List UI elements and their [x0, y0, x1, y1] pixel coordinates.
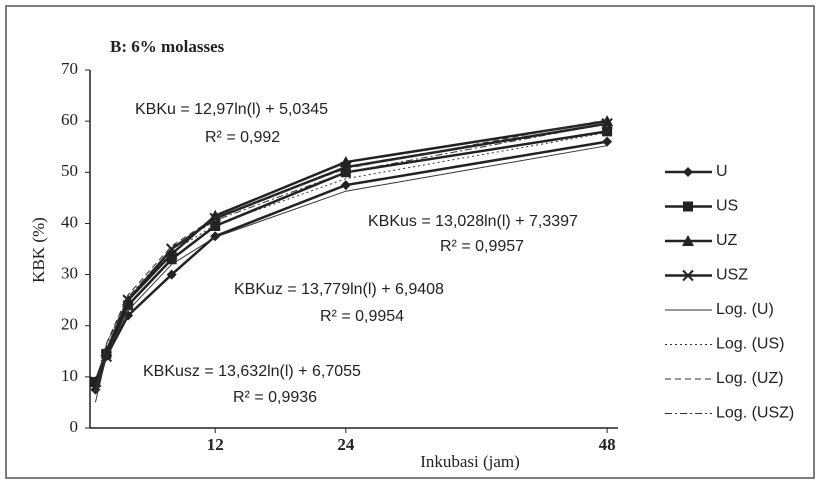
legend-label: Log. (USZ) — [716, 405, 794, 422]
annotation: KBKuz = 13,779ln(l) + 6,9408 — [234, 281, 444, 298]
y-tick-label: 0 — [70, 417, 79, 436]
data-point — [340, 180, 351, 191]
legend-marker — [682, 269, 694, 282]
x-tick-label: 48 — [599, 435, 616, 454]
annotation: KBKus = 13,028ln(l) + 7,3397 — [368, 213, 578, 230]
legend-label: UZ — [716, 232, 738, 249]
annotation: R² = 0,992 — [205, 129, 280, 146]
data-point — [340, 167, 351, 178]
annotation: R² = 0,9957 — [440, 238, 524, 255]
y-tick-label: 10 — [61, 366, 78, 385]
data-point — [210, 220, 221, 231]
annotation: R² = 0,9954 — [320, 308, 404, 325]
y-tick-label: 70 — [61, 59, 78, 78]
data-point — [602, 126, 613, 137]
legend-label: Log. (UZ) — [716, 370, 784, 387]
annotation: R² = 0,9936 — [233, 389, 317, 406]
y-tick-label: 30 — [61, 263, 78, 282]
legend-label: US — [716, 198, 738, 215]
legend-label: USZ — [716, 267, 748, 284]
legend-marker — [683, 167, 693, 177]
trend-line — [94, 145, 608, 403]
trend-line — [94, 123, 608, 394]
y-axis-label: KBK (%) — [29, 217, 48, 283]
legend-label: U — [716, 163, 728, 180]
legend-marker — [682, 235, 694, 246]
data-point — [166, 269, 177, 280]
legend-label: Log. (US) — [716, 336, 784, 353]
annotation: KBKusz = 13,632ln(l) + 6,7055 — [143, 363, 361, 380]
data-point — [209, 212, 221, 225]
data-point — [340, 161, 352, 173]
trend-line — [94, 132, 608, 391]
legend-label: Log. (U) — [716, 301, 774, 318]
annotation: KBKu = 12,97ln(l) + 5,0345 — [135, 101, 328, 118]
data-point — [166, 254, 177, 265]
data-point — [123, 300, 134, 311]
legend-marker — [683, 201, 693, 212]
chart-title: B: 6% molasses — [110, 37, 225, 56]
y-tick-label: 20 — [61, 315, 78, 334]
x-axis-label: Inkubasi (jam) — [420, 452, 520, 471]
y-tick-label: 50 — [61, 161, 78, 180]
y-tick-label: 40 — [61, 212, 78, 231]
data-point — [165, 248, 178, 260]
x-tick-label: 24 — [337, 435, 355, 454]
trend-line — [94, 119, 608, 393]
data-point — [602, 136, 613, 147]
x-tick-label: 12 — [207, 435, 224, 454]
y-tick-label: 60 — [61, 110, 78, 129]
